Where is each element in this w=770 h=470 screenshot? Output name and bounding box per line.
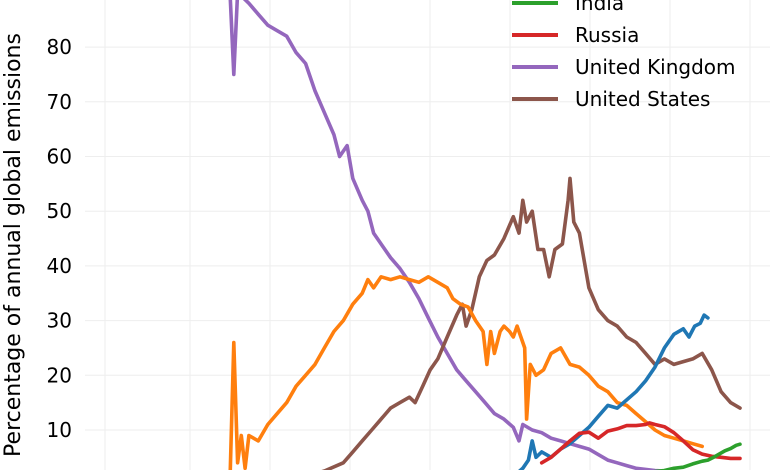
legend-label: Russia — [575, 23, 639, 47]
series-line-united-kingdom — [228, 0, 672, 470]
series-line-india — [653, 442, 742, 470]
y-tick-label: 70 — [47, 90, 72, 114]
y-tick-label: 80 — [47, 35, 72, 59]
grid — [85, 0, 770, 470]
legend: India Russia United Kingdom United States — [512, 0, 736, 111]
y-tick-label: 10 — [47, 418, 72, 442]
legend-label: United Kingdom — [575, 55, 736, 79]
y-axis-label: Percentage of annual global emissions — [1, 33, 26, 457]
y-tick-label: 40 — [47, 254, 72, 278]
series-line-series-5 — [518, 313, 710, 470]
series-line-united-states — [321, 176, 742, 470]
series-lines — [228, 0, 742, 470]
legend-label: India — [575, 0, 624, 15]
y-tick-label: 30 — [47, 309, 72, 333]
y-tick-label: 60 — [47, 145, 72, 169]
y-tick-label: 90 — [47, 0, 72, 4]
series-line-russia — [539, 421, 742, 465]
y-tick-label: 50 — [47, 199, 72, 223]
y-axis-ticks: 10 20 30 40 50 60 70 80 90 — [47, 0, 72, 442]
series-line-series-4 — [228, 275, 704, 470]
legend-label: United States — [575, 87, 710, 111]
y-tick-label: 20 — [47, 363, 72, 387]
